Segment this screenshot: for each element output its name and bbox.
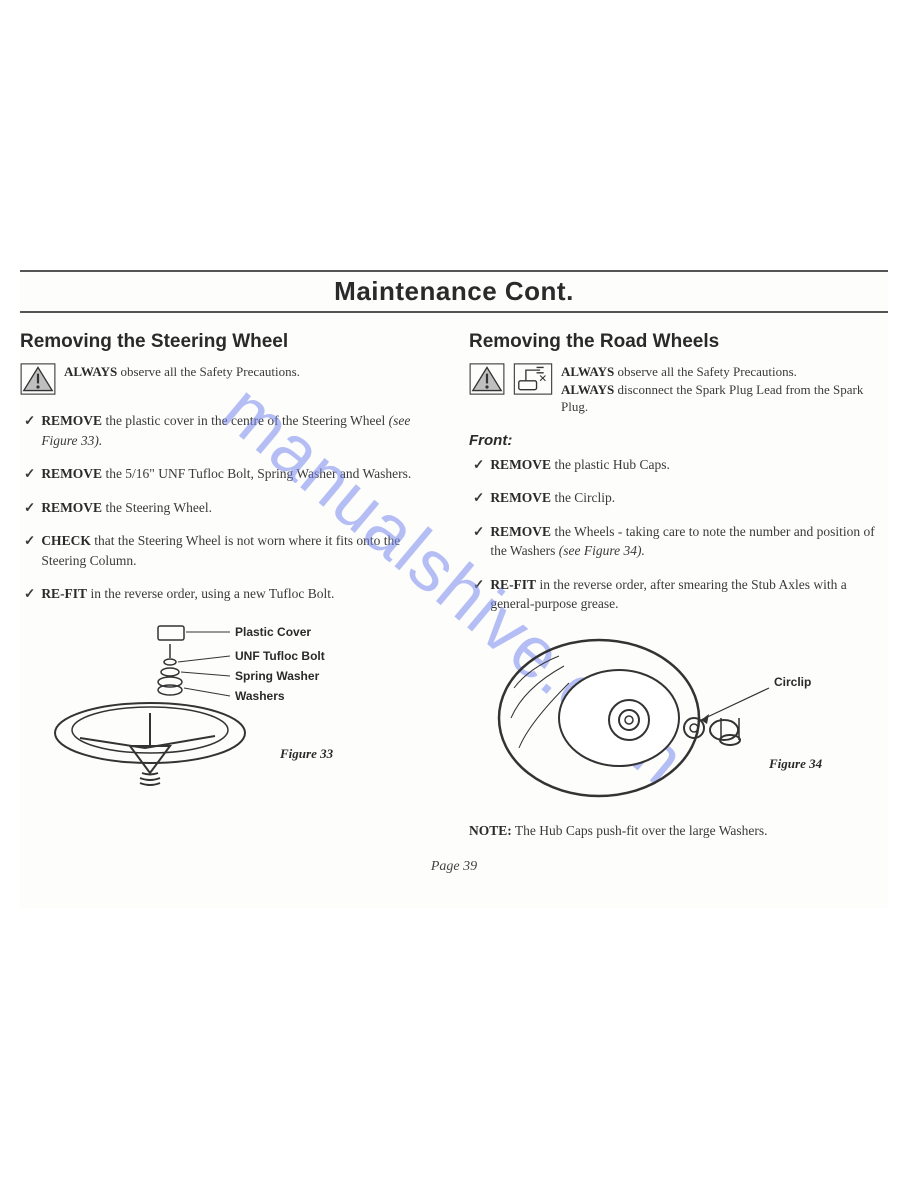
- wheel-diagram-icon: Circlip Figure 34: [469, 628, 869, 808]
- left-column: Removing the Steering Wheel ALWAYS obser…: [20, 331, 439, 839]
- right-precaution: ALWAYS observe all the Safety Precaution…: [469, 363, 888, 416]
- title-bar: Maintenance Cont.: [20, 270, 888, 313]
- step: ✓REMOVE the Circlip.: [469, 488, 888, 508]
- warning-triangle-icon: [20, 363, 56, 395]
- steering-wheel-diagram-icon: Plastic Cover UNF Tufloc Bolt Spring Was…: [20, 618, 420, 788]
- check-icon: ✓: [473, 488, 484, 508]
- check-icon: ✓: [473, 455, 484, 475]
- svg-text:Washers: Washers: [235, 689, 285, 703]
- step: ✓RE-FIT in the reverse order, using a ne…: [20, 584, 439, 604]
- page-title: Maintenance Cont.: [20, 276, 888, 307]
- note-text: NOTE: The Hub Caps push-fit over the lar…: [469, 823, 888, 839]
- check-icon: ✓: [24, 531, 35, 570]
- step: ✓CHECK that the Steering Wheel is not wo…: [20, 531, 439, 570]
- check-icon: ✓: [24, 464, 35, 484]
- check-icon: ✓: [473, 522, 484, 561]
- check-icon: ✓: [24, 498, 35, 518]
- step: ✓REMOVE the plastic cover in the centre …: [20, 411, 439, 450]
- figure-33: Plastic Cover UNF Tufloc Bolt Spring Was…: [20, 618, 439, 793]
- warning-triangle-icon: [469, 363, 505, 395]
- check-icon: ✓: [24, 411, 35, 450]
- svg-text:Spring Washer: Spring Washer: [235, 669, 320, 683]
- precaution-text: ALWAYS observe all the Safety Precaution…: [561, 363, 888, 416]
- left-heading: Removing the Steering Wheel: [20, 331, 439, 353]
- svg-text:Circlip: Circlip: [774, 675, 811, 689]
- manual-page: manualshive.com Maintenance Cont. Removi…: [20, 270, 888, 908]
- check-icon: ✓: [473, 575, 484, 614]
- step: ✓RE-FIT in the reverse order, after smea…: [469, 575, 888, 614]
- content-columns: Removing the Steering Wheel ALWAYS obser…: [20, 331, 888, 839]
- right-column: Removing the Road Wheels ALWAYS observ: [469, 331, 888, 839]
- step: ✓REMOVE the Wheels - taking care to note…: [469, 522, 888, 561]
- step: ✓REMOVE the Steering Wheel.: [20, 498, 439, 518]
- check-icon: ✓: [24, 584, 35, 604]
- front-subheading: Front:: [469, 432, 888, 449]
- spark-plug-disconnect-icon: [513, 363, 553, 395]
- right-heading: Removing the Road Wheels: [469, 331, 888, 353]
- figure-34: Circlip Figure 34: [469, 628, 888, 813]
- step: ✓REMOVE the plastic Hub Caps.: [469, 455, 888, 475]
- step: ✓REMOVE the 5/16" UNF Tufloc Bolt, Sprin…: [20, 464, 439, 484]
- precaution-text: ALWAYS observe all the Safety Precaution…: [64, 363, 300, 381]
- svg-text:Figure 33: Figure 33: [279, 746, 334, 761]
- svg-text:UNF Tufloc Bolt: UNF Tufloc Bolt: [235, 649, 325, 663]
- page-number: Page 39: [20, 859, 888, 875]
- svg-text:Plastic Cover: Plastic Cover: [235, 625, 311, 639]
- left-precaution: ALWAYS observe all the Safety Precaution…: [20, 363, 439, 395]
- svg-text:Figure 34: Figure 34: [768, 756, 823, 771]
